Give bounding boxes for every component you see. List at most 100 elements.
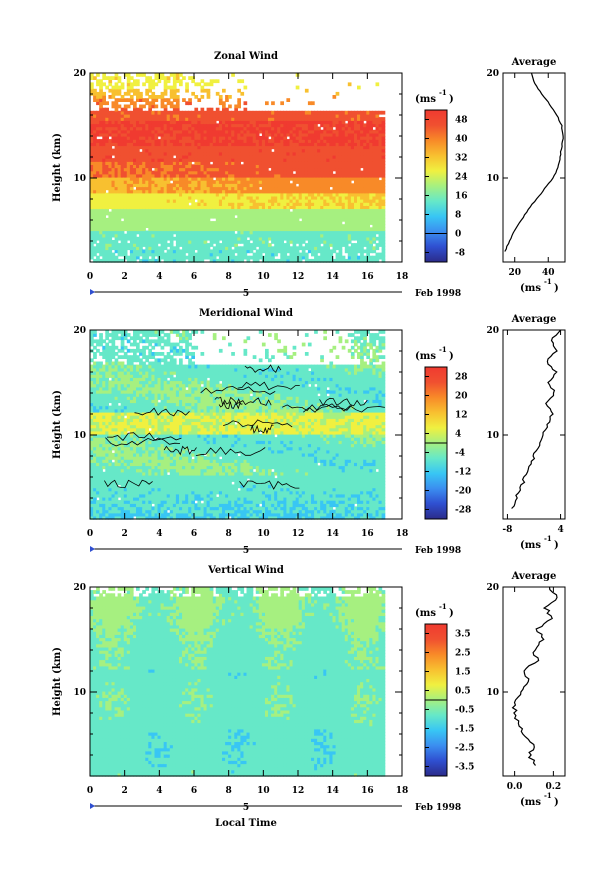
heatmap-cell	[96, 91, 100, 96]
heatmap-cell	[335, 91, 340, 96]
heatmap-cell	[188, 167, 192, 172]
heatmap-cell	[166, 243, 171, 247]
heatmap-cell	[154, 158, 159, 162]
heatmap-cell	[175, 176, 180, 181]
heatmap-cell	[111, 230, 116, 235]
heatmap-cell	[108, 154, 113, 159]
heatmap-cell	[381, 110, 386, 115]
heatmap-cell	[108, 192, 113, 197]
heatmap-cell	[142, 151, 146, 156]
heatmap-cell	[111, 170, 116, 175]
heatmap-cell	[139, 167, 143, 172]
heatmap-cell	[203, 117, 208, 121]
heatmap-cell	[203, 192, 208, 197]
heatmap-cell	[145, 154, 149, 159]
heatmap-cell	[194, 161, 199, 165]
heatmap-cell	[197, 164, 202, 169]
profile-unit-sup: -1	[544, 277, 552, 286]
heatmap-cell	[126, 76, 131, 80]
heatmap-cell	[96, 158, 100, 162]
heatmap-cell	[154, 114, 159, 118]
heatmap-cell	[96, 205, 100, 210]
heatmap-cell	[139, 132, 143, 137]
heatmap-cell	[200, 202, 205, 206]
heatmap-cell	[129, 252, 134, 257]
x-tick-label: 12	[292, 272, 305, 282]
heatmap-cell	[123, 142, 128, 147]
heatmap-cell	[188, 233, 192, 238]
heatmap-cell	[169, 173, 174, 178]
heatmap-cell	[151, 145, 156, 150]
heatmap-cell	[172, 236, 177, 241]
heatmap-cell	[163, 151, 168, 156]
heatmap-cell	[120, 189, 125, 194]
heatmap-cell	[172, 255, 177, 260]
heatmap-cell	[179, 227, 183, 232]
colorbar-unit-sup: -1	[439, 88, 447, 97]
heatmap-cell	[114, 236, 119, 241]
heatmap-cell	[154, 136, 159, 140]
heatmap-cell	[114, 246, 119, 251]
heatmap-cell	[185, 192, 189, 197]
heatmap-cell	[169, 192, 174, 197]
heatmap-cell	[114, 88, 119, 93]
colorbar-tick-label: 40	[455, 135, 468, 145]
heatmap-cell	[182, 236, 186, 241]
heatmap-cell	[154, 246, 159, 251]
heatmap-cell	[99, 161, 103, 165]
heatmap-cell	[133, 139, 137, 143]
heatmap-cell	[136, 180, 140, 184]
heatmap-cell	[169, 151, 174, 156]
heatmap-cell	[197, 208, 202, 213]
heatmap-cell	[166, 85, 171, 90]
heatmap-cell	[157, 240, 162, 244]
heatmap-cell	[105, 240, 109, 244]
heatmap-cell	[105, 76, 109, 80]
heatmap-cell	[114, 167, 119, 172]
heatmap-cell	[139, 186, 143, 191]
heatmap-cell	[188, 145, 192, 150]
heatmap-cell	[200, 224, 205, 228]
heatmap-cell	[194, 205, 199, 210]
heatmap-cell	[154, 211, 159, 216]
heatmap-cell	[163, 167, 168, 172]
heatmap-cell	[139, 164, 143, 169]
heatmap-cell	[188, 249, 192, 254]
heatmap-cell	[99, 180, 103, 184]
heatmap-cell	[111, 85, 116, 90]
heatmap-cell	[179, 183, 183, 188]
heatmap-cell	[133, 183, 137, 188]
heatmap-cell	[172, 246, 177, 251]
heatmap-cell	[179, 126, 183, 131]
heatmap-cell	[90, 233, 94, 238]
heatmap-cell	[96, 154, 100, 159]
heatmap-cell	[123, 148, 128, 153]
heatmap-cell	[145, 186, 149, 191]
heatmap-cell	[93, 227, 97, 232]
heatmap-cell	[90, 224, 94, 228]
heatmap-cell	[111, 199, 116, 203]
heatmap-cell	[105, 123, 109, 128]
heatmap-cell	[145, 199, 149, 203]
heatmap-cell	[129, 173, 134, 178]
heatmap-cell	[172, 117, 177, 121]
heatmap-cell	[194, 132, 199, 137]
heatmap-cell	[175, 151, 180, 156]
heatmap-cell	[93, 98, 97, 102]
heatmap-cell	[160, 214, 165, 219]
heatmap-cell	[129, 161, 134, 165]
heatmap-cell	[172, 161, 177, 165]
heatmap-cell	[142, 199, 146, 203]
heatmap-cell	[182, 114, 186, 118]
heatmap-cell	[133, 227, 137, 232]
heatmap-cell	[172, 120, 177, 125]
heatmap-cell	[163, 230, 168, 235]
heatmap-cell	[228, 104, 232, 109]
heatmap-cell	[182, 221, 186, 225]
heatmap-cell	[179, 176, 183, 181]
heatmap-cell	[139, 236, 143, 241]
heatmap-cell	[191, 246, 195, 251]
heatmap-cell	[154, 104, 159, 109]
heatmap-cell	[166, 142, 171, 147]
heatmap-cell	[126, 154, 131, 159]
